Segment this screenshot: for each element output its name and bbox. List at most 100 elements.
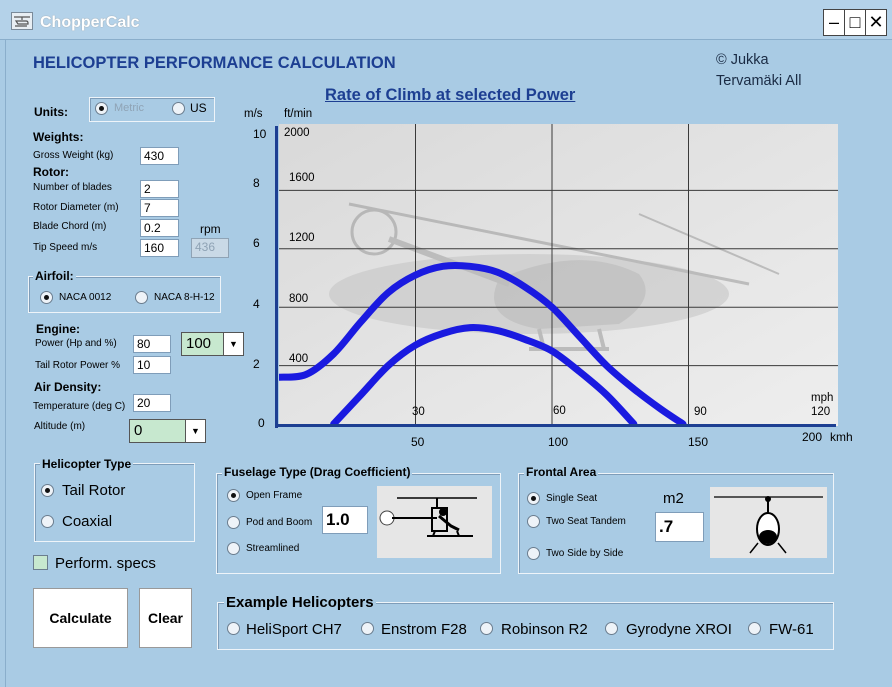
coaxial-label: Coaxial: [62, 513, 113, 530]
temperature-label: Temperature (deg C): [33, 401, 126, 412]
helicopter-type-group: [34, 463, 195, 542]
power-percent-value: 100: [186, 335, 212, 352]
power-label: Power (Hp and %): [35, 338, 117, 349]
frontal-area-input[interactable]: .7: [655, 512, 704, 542]
copyright-line2: Tervamäki All: [716, 73, 802, 89]
y2-tick-400: 400: [289, 353, 309, 365]
blade-chord-input[interactable]: 0.2: [140, 219, 179, 237]
single-seat-label: Single Seat: [546, 493, 598, 504]
example-helicopters-label: Example Helicopters: [224, 594, 376, 611]
example-helisport-label: HeliSport CH7: [246, 621, 342, 638]
app-icon: [11, 12, 33, 30]
units-us-radio[interactable]: [172, 102, 185, 115]
chevron-down-icon[interactable]: ▼: [223, 333, 243, 355]
window-title: ChopperCalc: [40, 14, 140, 31]
altitude-select[interactable]: 0 ▼: [129, 419, 206, 443]
units-metric-radio[interactable]: [95, 102, 108, 115]
x-tick-kmh-200: 200: [802, 430, 823, 444]
open-frame-label: Open Frame: [246, 490, 303, 501]
power-percent-select[interactable]: 100 ▼: [181, 332, 244, 356]
temperature-input[interactable]: 20: [133, 394, 171, 412]
airfoil-naca0012-label: NACA 0012: [59, 292, 112, 303]
two-side-by-side-label: Two Side by Side: [546, 548, 624, 559]
open-frame-radio[interactable]: [227, 489, 240, 502]
example-robinson-radio[interactable]: [480, 622, 493, 635]
single-seat-radio[interactable]: [527, 492, 540, 505]
pod-and-boom-radio[interactable]: [227, 516, 240, 529]
chevron-down-icon[interactable]: ▼: [185, 420, 205, 442]
two-side-by-side-radio[interactable]: [527, 547, 540, 560]
two-seat-tandem-label: Two Seat Tandem: [546, 516, 626, 527]
tail-rotor-radio[interactable]: [41, 484, 54, 497]
units-label: Units:: [34, 105, 68, 119]
y-axis-label-ms: m/s: [244, 108, 263, 120]
helicopter-background-image: [329, 202, 780, 351]
x-tick-kmh-150: 150: [688, 435, 709, 449]
engine-header: Engine:: [36, 322, 80, 336]
helicopter-type-label: Helicopter Type: [40, 457, 134, 471]
x-unit-kmh: kmh: [830, 430, 853, 444]
example-gyrodyne-radio[interactable]: [605, 622, 618, 635]
y-tick-4: 4: [253, 297, 260, 311]
coaxial-radio[interactable]: [41, 515, 54, 528]
two-seat-tandem-radio[interactable]: [527, 515, 540, 528]
example-fw61-radio[interactable]: [748, 622, 761, 635]
x-tick-kmh-50: 50: [411, 435, 425, 449]
y-tick-0: 0: [258, 416, 265, 430]
title-bar[interactable]: [0, 0, 892, 40]
example-helicopters-group: [217, 602, 834, 650]
rpm-label: rpm: [200, 222, 221, 236]
y2-tick-1200: 1200: [289, 232, 315, 244]
streamlined-label: Streamlined: [246, 543, 300, 554]
drag-coefficient-input[interactable]: 1.0: [322, 506, 368, 534]
y2-tick-1600: 1600: [289, 172, 315, 184]
y2-tick-800: 800: [289, 293, 309, 305]
y-axis-label-ftmin: ft/min: [284, 108, 313, 120]
weights-header: Weights:: [33, 130, 84, 144]
rate-of-climb-series-2: [330, 324, 638, 428]
perf-specs-checkbox[interactable]: [33, 555, 48, 570]
frontal-area-label: Frontal Area: [524, 465, 599, 479]
airfoil-group: [28, 276, 221, 313]
x-tick-mph-120: 120: [811, 406, 831, 418]
copyright-line1: © Jukka: [716, 52, 769, 68]
x-unit-mph: mph: [811, 392, 834, 404]
blades-input[interactable]: 2: [140, 180, 179, 198]
rotor-diameter-input[interactable]: 7: [140, 199, 179, 217]
minimize-button[interactable]: –: [823, 9, 845, 36]
single-seat-frontal-image: [710, 487, 827, 558]
maximize-button[interactable]: □: [844, 9, 866, 36]
example-enstrom-radio[interactable]: [361, 622, 374, 635]
y-tick-2: 2: [253, 357, 260, 371]
example-robinson-label: Robinson R2: [501, 621, 588, 638]
perf-specs-label: Perform. specs: [55, 555, 156, 572]
tip-speed-input[interactable]: 160: [140, 239, 179, 257]
units-group: [89, 97, 215, 122]
pod-and-boom-label: Pod and Boom: [246, 517, 313, 528]
example-helisport-radio[interactable]: [227, 622, 240, 635]
calculate-button[interactable]: Calculate: [33, 588, 128, 648]
power-input[interactable]: 80: [133, 335, 171, 353]
x-tick-mph-60: 60: [553, 405, 566, 417]
chart-panel: [275, 124, 838, 428]
airfoil-label: Airfoil:: [33, 269, 76, 283]
airfoil-naca8h12-radio[interactable]: [135, 291, 148, 304]
close-button[interactable]: ✕: [865, 9, 887, 36]
frontal-area-unit: m2: [663, 490, 684, 507]
rate-of-climb-series-1: [275, 261, 687, 428]
clear-button[interactable]: Clear: [139, 588, 192, 648]
streamlined-radio[interactable]: [227, 542, 240, 555]
example-enstrom-label: Enstrom F28: [381, 621, 467, 638]
x-tick-mph-90: 90: [694, 406, 707, 418]
airfoil-naca8h12-label: NACA 8-H-12: [154, 292, 215, 303]
y-axis-line: [275, 126, 278, 428]
air-density-header: Air Density:: [34, 380, 102, 394]
airfoil-naca0012-radio[interactable]: [40, 291, 53, 304]
tail-rotor-power-label: Tail Rotor Power %: [35, 360, 121, 371]
altitude-value: 0: [134, 422, 143, 439]
tail-rotor-power-input[interactable]: 10: [133, 356, 171, 374]
blades-label: Number of blades: [33, 182, 112, 193]
y2-tick-2000: 2000: [284, 127, 310, 139]
rate-of-climb-chart: [275, 124, 838, 428]
gross-weight-input[interactable]: 430: [140, 147, 179, 165]
